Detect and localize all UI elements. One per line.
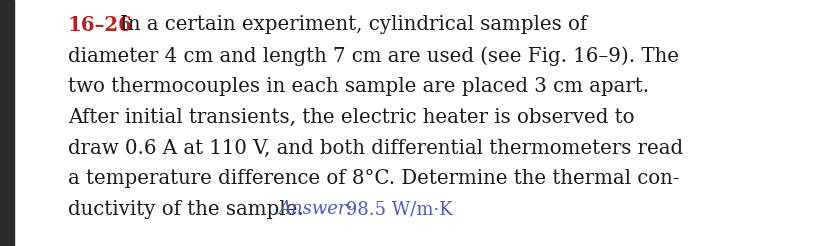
Text: 98.5 W/m·K: 98.5 W/m·K [340,200,453,218]
Text: In a certain experiment, cylindrical samples of: In a certain experiment, cylindrical sam… [120,15,587,34]
Text: diameter 4 cm and length 7 cm are used (see Fig. 16–9). The: diameter 4 cm and length 7 cm are used (… [68,46,679,65]
Text: two thermocouples in each sample are placed 3 cm apart.: two thermocouples in each sample are pla… [68,77,649,96]
Text: Answer:: Answer: [278,200,353,218]
Text: a temperature difference of 8°C. Determine the thermal con-: a temperature difference of 8°C. Determi… [68,169,680,188]
Text: 16–26: 16–26 [68,15,133,35]
Text: draw 0.6 A at 110 V, and both differential thermometers read: draw 0.6 A at 110 V, and both differenti… [68,138,683,157]
Bar [0,0,14,246]
Text: ductivity of the sample.: ductivity of the sample. [68,200,304,219]
Text: After initial transients, the electric heater is observed to: After initial transients, the electric h… [68,108,635,127]
